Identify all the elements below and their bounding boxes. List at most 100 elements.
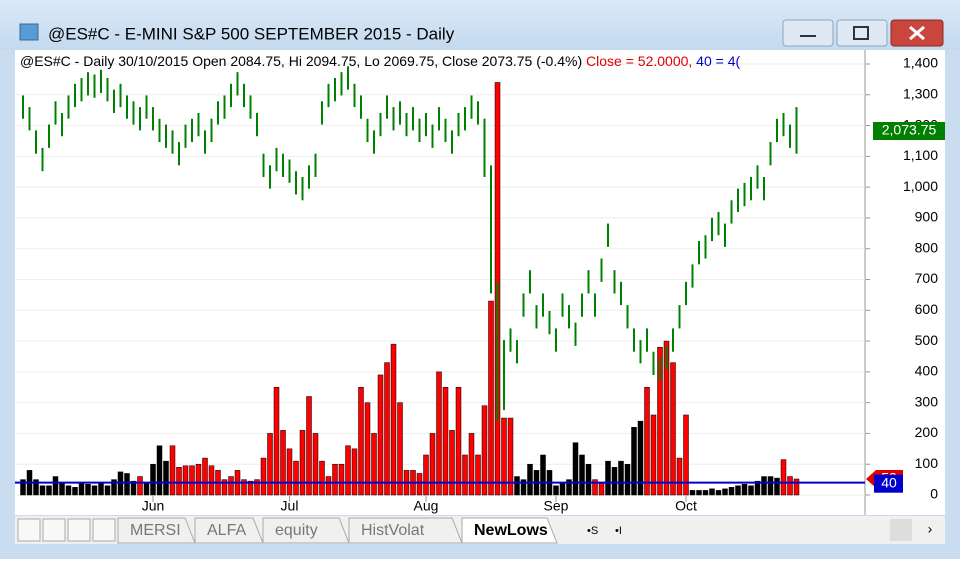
histogram-bar xyxy=(644,387,650,496)
scroll-right[interactable]: › xyxy=(928,521,933,537)
histogram-bar xyxy=(247,480,254,496)
info-indicator: Close = 52.0000, xyxy=(586,53,692,69)
x-tick-label: Jul xyxy=(281,498,299,514)
histogram-bar xyxy=(793,478,800,496)
histogram-bar xyxy=(208,465,215,496)
histogram-bar xyxy=(605,460,611,496)
nav-button[interactable] xyxy=(17,518,41,542)
histogram-bar xyxy=(163,460,169,496)
histogram-bar xyxy=(338,463,345,496)
nav-button[interactable] xyxy=(42,518,66,542)
histogram-bar xyxy=(280,430,286,496)
histogram-bar xyxy=(566,479,572,496)
histogram-bar xyxy=(689,490,696,496)
histogram-bar xyxy=(488,300,494,496)
y-tick-label: 700 xyxy=(915,270,939,286)
histogram-bar xyxy=(59,482,65,496)
histogram-bar xyxy=(20,479,26,496)
nav-button[interactable] xyxy=(67,518,91,542)
y-tick-label: 300 xyxy=(915,393,939,409)
y-tick-label: 0 xyxy=(930,486,938,502)
x-tick-label: Aug xyxy=(414,498,439,514)
histogram-bar xyxy=(787,476,793,496)
tab-label[interactable]: MERSI xyxy=(130,522,181,539)
control[interactable]: •I xyxy=(615,525,622,537)
scroll-thumb[interactable] xyxy=(890,519,912,541)
info-level: 40 = 4( xyxy=(696,53,740,69)
histogram-bar xyxy=(611,467,618,496)
window-title: @ES#C - E-MINI S&P 500 SEPTEMBER 2015 - … xyxy=(48,24,455,43)
histogram-bar xyxy=(423,454,429,496)
histogram-bar xyxy=(228,476,234,496)
histogram-bar xyxy=(585,463,592,496)
histogram-bar xyxy=(137,476,143,496)
histogram-bar xyxy=(91,485,98,496)
histogram-bar xyxy=(592,479,598,496)
histogram-bar xyxy=(475,454,481,496)
histogram-bar xyxy=(514,476,520,496)
info-main: @ES#C - Daily 30/10/2015 Open 2084.75, H… xyxy=(20,53,582,69)
histogram-bar xyxy=(637,420,644,496)
histogram-bar xyxy=(520,479,527,496)
histogram-bar xyxy=(481,405,488,496)
histogram-bar xyxy=(273,387,280,496)
histogram-bar xyxy=(462,454,468,496)
tab-label[interactable]: ALFA xyxy=(207,522,246,539)
histogram-bar xyxy=(52,476,59,496)
histogram-bar xyxy=(111,479,117,496)
y-tick-label: 1,100 xyxy=(903,147,938,163)
y-tick-label: 800 xyxy=(915,239,939,255)
histogram-bar xyxy=(572,442,579,496)
histogram-bar xyxy=(670,362,676,496)
tab-label[interactable]: NewLows xyxy=(474,522,548,539)
histogram-bar xyxy=(182,465,189,496)
histogram-bar xyxy=(540,454,546,496)
histogram-bar xyxy=(371,433,377,496)
histogram-bar xyxy=(618,460,624,496)
histogram-bar xyxy=(442,387,449,496)
y-tick-label: 600 xyxy=(915,301,939,317)
y-tick-label: 100 xyxy=(915,455,939,471)
histogram-bar xyxy=(351,448,358,496)
histogram-bar xyxy=(156,445,163,496)
tab[interactable] xyxy=(461,517,558,544)
histogram-bar xyxy=(358,387,364,496)
histogram-bar xyxy=(241,479,247,496)
histogram-bar xyxy=(390,343,397,496)
histogram-bar xyxy=(767,476,774,496)
histogram-bar xyxy=(312,433,319,496)
histogram-bar xyxy=(501,417,507,496)
control[interactable]: •S xyxy=(587,525,598,537)
histogram-bar xyxy=(754,480,761,496)
maximize-button[interactable] xyxy=(836,19,888,47)
minimize-button[interactable] xyxy=(782,19,834,47)
histogram-bar xyxy=(254,479,260,496)
histogram-bar xyxy=(150,463,156,496)
tab-label[interactable]: equity xyxy=(275,522,318,539)
histogram-bar xyxy=(377,374,384,496)
histogram-bar xyxy=(722,488,728,496)
histogram-bar xyxy=(676,457,683,496)
tab-label[interactable]: HistVolat xyxy=(361,522,425,539)
histogram-bar xyxy=(202,457,208,496)
histogram-bar xyxy=(78,482,85,496)
histogram-bar xyxy=(397,402,403,496)
histogram-bar xyxy=(702,490,709,496)
histogram-bar xyxy=(176,467,182,496)
x-tick-label: Sep xyxy=(544,498,569,514)
histogram-bar xyxy=(696,490,702,496)
histogram-bar xyxy=(683,414,689,496)
histogram-bar xyxy=(468,433,475,496)
histogram-bar xyxy=(46,485,52,496)
histogram-bar xyxy=(657,346,663,496)
y-tick-label: 500 xyxy=(915,332,939,348)
histogram-bar xyxy=(663,340,670,496)
histogram-bar xyxy=(299,430,306,496)
histogram-bar xyxy=(761,476,767,496)
histogram-bar xyxy=(384,362,390,496)
histogram-bar xyxy=(260,457,267,496)
nav-button[interactable] xyxy=(92,518,116,542)
histogram-bar xyxy=(33,479,39,496)
histogram-bar xyxy=(189,465,195,496)
